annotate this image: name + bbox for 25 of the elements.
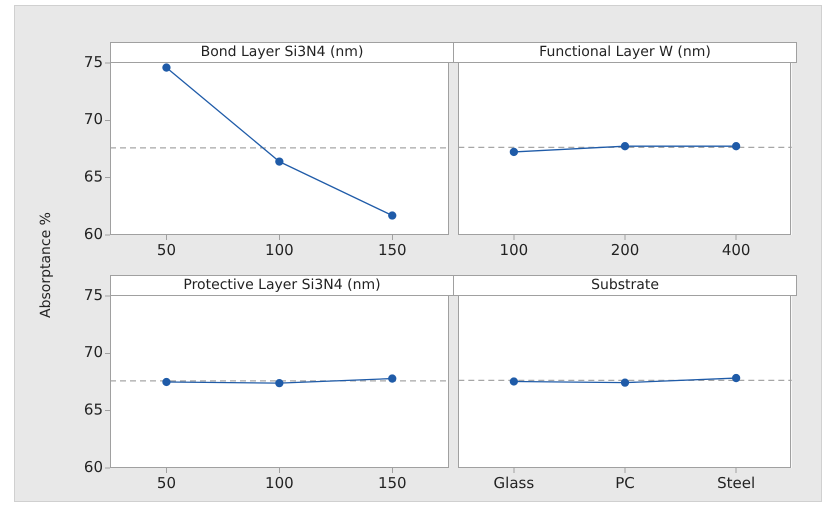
x-tick-label: Steel bbox=[717, 474, 756, 492]
x-tick-label: 50 bbox=[156, 240, 176, 259]
x-tick-label: PC bbox=[615, 474, 635, 492]
y-tick-label: 75 bbox=[84, 286, 103, 304]
y-tick-label: 60 bbox=[84, 458, 103, 476]
x-tick-label: 200 bbox=[610, 240, 640, 259]
y-tick-label: 60 bbox=[84, 224, 103, 243]
x-tick-label: 150 bbox=[378, 474, 407, 492]
chart-title: Functional Layer W (nm) bbox=[453, 42, 797, 63]
x-tick-label: 100 bbox=[500, 240, 528, 259]
y-axis-title: Absorptance % bbox=[38, 212, 54, 318]
y-tick-label: 65 bbox=[84, 168, 103, 186]
chart-title: Bond Layer Si3N4 (nm) bbox=[110, 42, 454, 63]
x-tick-label: 100 bbox=[265, 474, 294, 492]
y-tick-label: 65 bbox=[84, 400, 103, 419]
x-tick-label: Glass bbox=[494, 474, 534, 492]
x-tick-label: 150 bbox=[378, 240, 407, 259]
y-tick-label: 70 bbox=[84, 343, 103, 362]
x-tick-label: 100 bbox=[265, 240, 294, 259]
chart-title: Substrate bbox=[453, 275, 797, 296]
x-tick-label: 400 bbox=[722, 240, 750, 259]
x-tick-label: 50 bbox=[156, 474, 176, 492]
y-tick-label: 75 bbox=[84, 52, 103, 71]
chart-title: Protective Layer Si3N4 (nm) bbox=[110, 275, 454, 296]
y-tick-label: 70 bbox=[84, 110, 103, 128]
